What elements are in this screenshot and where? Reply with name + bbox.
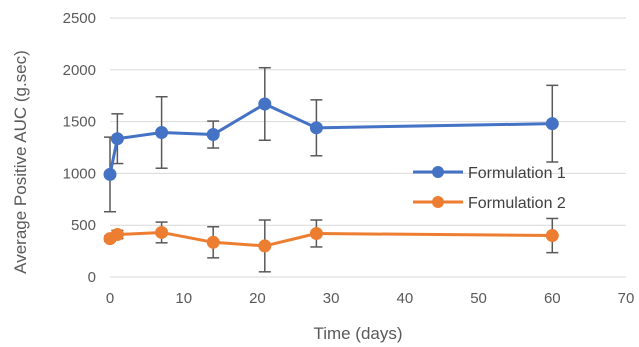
- data-point: [155, 225, 169, 239]
- x-tick-label-0: 0: [106, 290, 114, 307]
- y-tick-label-500: 500: [71, 217, 96, 234]
- data-point: [103, 167, 117, 181]
- data-point: [545, 229, 559, 243]
- x-tick-label-10: 10: [175, 290, 192, 307]
- y-tick-label-1500: 1500: [63, 114, 96, 131]
- legend: Formulation 1 Formulation 2: [413, 165, 566, 212]
- legend-label-formulation-1: Formulation 1: [468, 165, 566, 182]
- data-point: [545, 117, 559, 131]
- legend-marker-formulation-2: [432, 196, 444, 208]
- series-line-2: [109, 230, 553, 248]
- series-line-1: [108, 102, 553, 175]
- data-point: [206, 128, 220, 142]
- x-tick-label-70: 70: [618, 290, 635, 307]
- y-tick-label-0: 0: [88, 269, 96, 286]
- y-axis-title: Average Positive AUC (g.sec): [11, 50, 30, 274]
- grid-lines: [110, 17, 626, 278]
- x-tick-label-60: 60: [544, 290, 561, 307]
- data-point: [110, 132, 124, 146]
- legend-item-formulation-2: Formulation 2: [413, 195, 566, 212]
- tick-labels: 0 500 1000 1500 2000 2500 0 10 20 30 40 50 60 70: [63, 10, 635, 307]
- data-point: [258, 97, 272, 111]
- data-point: [206, 235, 220, 249]
- series-markers: [103, 97, 559, 253]
- data-point: [258, 239, 272, 253]
- data-point: [155, 125, 169, 139]
- data-point: [309, 226, 323, 240]
- legend-item-formulation-1: Formulation 1: [413, 165, 566, 182]
- x-tick-label-50: 50: [470, 290, 487, 307]
- data-point: [110, 228, 124, 242]
- legend-marker-formulation-1: [432, 166, 444, 178]
- x-axis-title: Time (days): [313, 324, 402, 343]
- y-tick-label-2500: 2500: [63, 10, 96, 27]
- data-point: [309, 121, 323, 135]
- x-tick-label-30: 30: [323, 290, 340, 307]
- x-tick-label-40: 40: [397, 290, 414, 307]
- x-tick-label-20: 20: [249, 290, 266, 307]
- y-tick-label-1000: 1000: [63, 165, 96, 182]
- y-tick-label-2000: 2000: [63, 62, 96, 79]
- legend-label-formulation-2: Formulation 2: [468, 195, 566, 212]
